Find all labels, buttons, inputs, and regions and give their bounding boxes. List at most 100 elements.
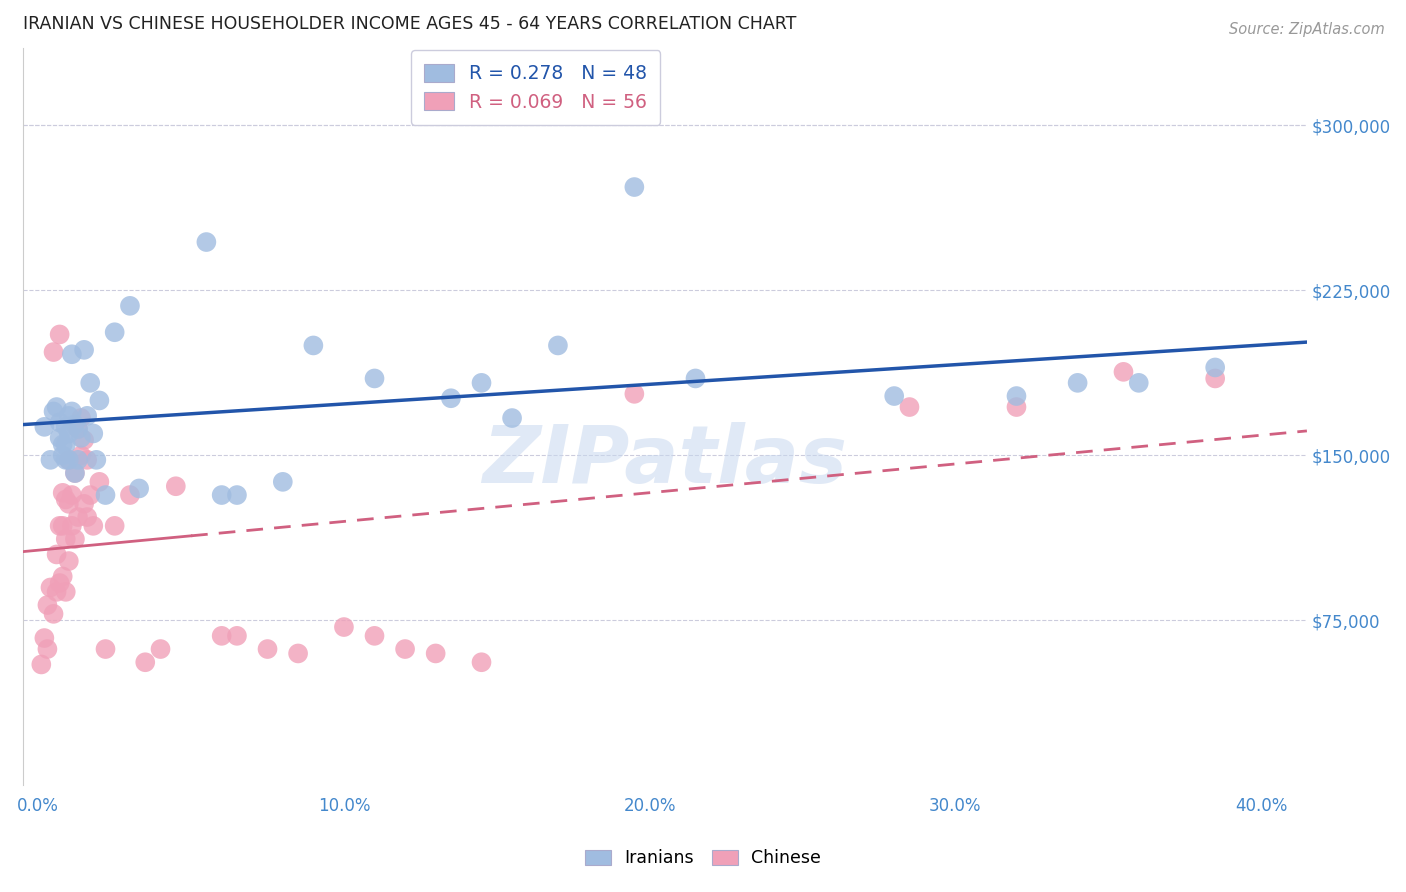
Point (1128, 376, 1150, 390)
Point (470, 655, 492, 669)
Point (394, 642, 416, 657)
Point (440, 391, 463, 405)
Point (55, 492, 77, 507)
Point (226, 488, 249, 502)
Point (73, 433, 96, 447)
Point (52, 519, 75, 533)
Point (302, 338, 325, 352)
Point (89, 475, 111, 489)
Point (76, 409, 98, 423)
Point (60, 404, 83, 418)
Point (52, 437, 75, 451)
Point (1112, 365, 1135, 379)
Point (66, 453, 89, 467)
Point (39, 453, 62, 467)
Point (1005, 389, 1028, 403)
Point (94, 642, 117, 657)
Point (70, 411, 93, 425)
Point (76, 510, 98, 524)
Point (79, 488, 101, 502)
Point (118, 299, 141, 313)
Point (42, 607, 65, 621)
Point (1204, 360, 1226, 375)
Point (211, 629, 233, 643)
Point (73, 497, 96, 511)
Point (39, 581, 62, 595)
Point (165, 479, 187, 493)
Point (48, 431, 70, 445)
Point (34, 631, 56, 645)
Point (52, 569, 75, 583)
Point (470, 376, 492, 390)
Point (45, 548, 67, 562)
Point (104, 519, 127, 533)
Point (94, 488, 117, 502)
Point (60, 347, 83, 361)
Point (195, 235, 218, 249)
Point (60, 488, 83, 502)
Point (58, 554, 80, 568)
Point (52, 486, 75, 500)
Point (66, 510, 89, 524)
Point (363, 629, 385, 643)
Point (883, 389, 905, 403)
Point (37, 642, 59, 657)
Point (58, 409, 80, 423)
Point (58, 497, 80, 511)
Point (1066, 376, 1088, 390)
Point (48, 576, 70, 591)
Point (363, 371, 385, 385)
Point (76, 453, 98, 467)
Point (55, 437, 77, 451)
Point (45, 585, 67, 599)
Point (271, 475, 294, 489)
Point (89, 393, 111, 408)
Point (45, 400, 67, 414)
Legend: Iranians, Chinese: Iranians, Chinese (578, 843, 828, 874)
Point (501, 411, 523, 425)
Point (58, 453, 80, 467)
Point (48, 416, 70, 430)
Point (333, 620, 356, 634)
Point (149, 642, 172, 657)
Point (58, 426, 80, 441)
Point (898, 400, 921, 414)
Point (118, 488, 141, 502)
Point (104, 325, 127, 339)
Point (256, 642, 278, 657)
Point (82, 519, 104, 533)
Point (70, 431, 93, 445)
Point (623, 180, 645, 194)
Point (211, 488, 233, 502)
Point (70, 449, 93, 463)
Point (66, 422, 89, 436)
Point (37, 598, 59, 612)
Point (1005, 400, 1028, 414)
Point (287, 647, 309, 661)
Point (63, 417, 86, 432)
Text: Source: ZipAtlas.com: Source: ZipAtlas.com (1229, 22, 1385, 37)
Point (52, 449, 75, 463)
Point (42, 404, 65, 418)
Point (79, 376, 101, 390)
Point (48, 519, 70, 533)
Point (685, 371, 707, 385)
Point (63, 532, 86, 546)
Point (66, 422, 89, 436)
Legend: R = 0.278   N = 48, R = 0.069   N = 56: R = 0.278 N = 48, R = 0.069 N = 56 (411, 51, 661, 125)
Point (1204, 371, 1226, 385)
Point (55, 585, 77, 599)
Point (58, 453, 80, 467)
Point (34, 420, 56, 434)
Text: ZIPatlas: ZIPatlas (482, 422, 848, 500)
Point (63, 466, 86, 480)
Point (623, 387, 645, 401)
Point (128, 482, 150, 496)
Text: IRANIAN VS CHINESE HOUSEHOLDER INCOME AGES 45 - 64 YEARS CORRELATION CHART: IRANIAN VS CHINESE HOUSEHOLDER INCOME AG… (22, 15, 796, 33)
Point (42, 345, 65, 359)
Point (82, 426, 104, 441)
Point (48, 327, 70, 342)
Point (55, 453, 77, 467)
Point (134, 655, 156, 669)
Point (226, 629, 249, 643)
